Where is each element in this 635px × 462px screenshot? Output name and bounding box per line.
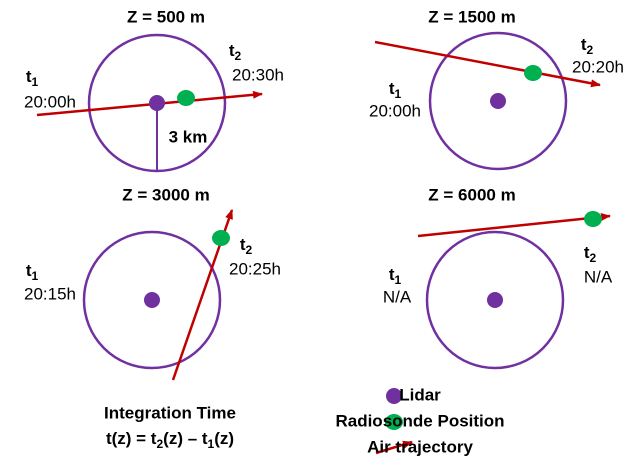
formula-part: t(z) = t [106, 429, 157, 448]
t-label: t1 [26, 261, 39, 283]
formula-subscript: 2 [156, 437, 163, 451]
t-letter: t [581, 35, 587, 54]
t-subscript: 2 [245, 243, 252, 257]
legend-label: Air trajectory [367, 437, 473, 456]
panel-title: Z = 1500 m [428, 7, 515, 26]
t1-time: 20:15h [24, 284, 76, 303]
t-subscript: 2 [589, 251, 596, 265]
range-circle [82, 230, 222, 370]
t-subscript: 1 [394, 87, 401, 101]
t-label: t1 [26, 67, 39, 89]
legend-lidar [386, 388, 402, 404]
legend-label: Radiosonde Position [335, 411, 504, 430]
radiosonde [524, 65, 542, 81]
formula-subscript: 1 [208, 437, 215, 451]
t2-time: 20:20h [572, 57, 624, 76]
formula: t(z) = t2(z) – t1(z) [106, 429, 234, 451]
trajectory [417, 212, 611, 238]
t-letter: t [26, 67, 32, 86]
formula-part: (z) – t [163, 429, 208, 448]
t1-time: 20:00h [24, 92, 76, 111]
t-subscript: 2 [586, 43, 593, 57]
legend-label: Lidar [399, 385, 441, 404]
t-label: t2 [229, 41, 242, 63]
t-letter: t [389, 79, 395, 98]
t-letter: t [26, 261, 32, 280]
t-subscript: 2 [234, 49, 241, 63]
t-letter: t [389, 265, 395, 284]
t1-time: 20:00h [369, 101, 421, 120]
lidar [490, 93, 506, 109]
t-letter: t [229, 41, 235, 60]
trajectory [374, 40, 601, 88]
lidar [149, 95, 165, 111]
t-subscript: 1 [31, 75, 38, 89]
lidar [144, 292, 160, 308]
legend-radiosonde [385, 414, 403, 430]
t-subscript: 1 [394, 273, 401, 287]
panel-title: Z = 3000 m [122, 185, 209, 204]
footer-title: Integration Time [104, 403, 236, 422]
panel-title: Z = 500 m [127, 7, 205, 26]
t-letter: t [584, 243, 590, 262]
t2-time: 20:25h [229, 259, 281, 278]
panel-title: Z = 6000 m [428, 185, 515, 204]
formula-part: (z) [214, 429, 234, 448]
t-label: t1 [389, 265, 402, 287]
t-label: t1 [389, 79, 402, 101]
legend-arrow [375, 440, 413, 455]
radius-label: 3 km [169, 127, 208, 146]
t-label: t2 [240, 235, 253, 257]
range-circle [425, 230, 565, 370]
t-subscript: 1 [31, 269, 38, 283]
radiosonde [584, 211, 602, 227]
lidar [487, 292, 503, 308]
t-label: t2 [584, 243, 597, 265]
t1-time: N/A [383, 287, 412, 306]
t2-time: N/A [584, 267, 613, 286]
t2-time: 20:30h [232, 65, 284, 84]
radiosonde [212, 230, 230, 246]
t-letter: t [240, 235, 246, 254]
t-label: t2 [581, 35, 594, 57]
range-circle [428, 31, 568, 171]
radiosonde [177, 90, 195, 106]
